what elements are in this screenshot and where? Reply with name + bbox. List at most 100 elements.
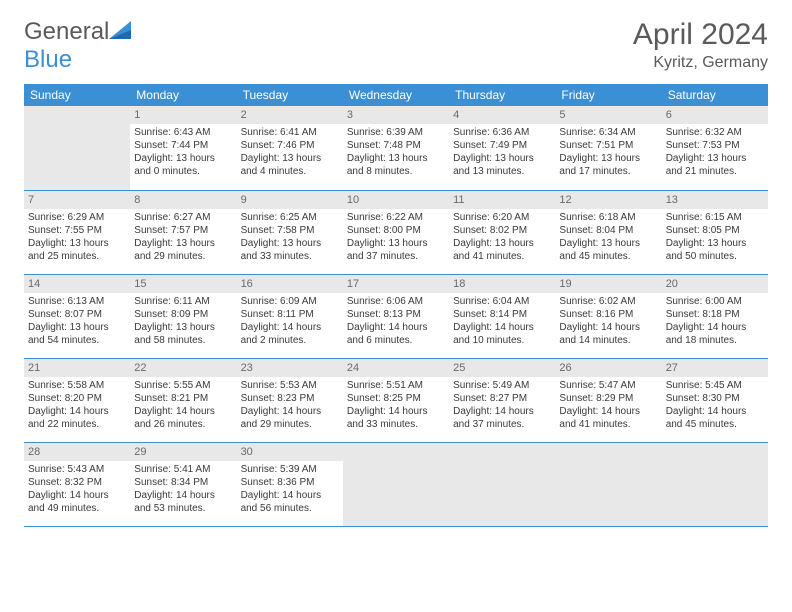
daylight-text: Daylight: 14 hours [666, 321, 764, 334]
sunrise-text: Sunrise: 6:34 AM [559, 126, 657, 139]
sunrise-text: Sunrise: 6:11 AM [134, 295, 232, 308]
daylight-text: and 17 minutes. [559, 165, 657, 178]
calendar-day-cell: 17Sunrise: 6:06 AMSunset: 8:13 PMDayligh… [343, 274, 449, 358]
daylight-text: and 14 minutes. [559, 334, 657, 347]
daylight-text: Daylight: 14 hours [241, 321, 339, 334]
calendar-day-cell: 28Sunrise: 5:43 AMSunset: 8:32 PMDayligh… [24, 442, 130, 526]
sunset-text: Sunset: 8:13 PM [347, 308, 445, 321]
daylight-text: and 10 minutes. [453, 334, 551, 347]
daylight-text: Daylight: 13 hours [453, 152, 551, 165]
sunrise-text: Sunrise: 6:09 AM [241, 295, 339, 308]
sunset-text: Sunset: 8:05 PM [666, 224, 764, 237]
daylight-text: Daylight: 14 hours [347, 405, 445, 418]
calendar-day-cell: 16Sunrise: 6:09 AMSunset: 8:11 PMDayligh… [237, 274, 343, 358]
daylight-text: Daylight: 13 hours [347, 152, 445, 165]
daylight-text: and 25 minutes. [28, 250, 126, 263]
sunset-text: Sunset: 7:58 PM [241, 224, 339, 237]
day-number: 9 [237, 191, 343, 209]
day-number: 11 [449, 191, 555, 209]
calendar-day-cell: 27 Sunrise: 5:45 AMSunset: 8:30 PMDayligh… [662, 358, 768, 442]
sunrise-text: Sunrise: 5:47 AM [559, 379, 657, 392]
daylight-text: Daylight: 13 hours [241, 152, 339, 165]
header: GeneralBlue April 2024 Kyritz, Germany [24, 18, 768, 74]
sunset-text: Sunset: 8:27 PM [453, 392, 551, 405]
daylight-text: Daylight: 14 hours [241, 489, 339, 502]
day-number: 6 [662, 106, 768, 124]
sunrise-text: Sunrise: 6:43 AM [134, 126, 232, 139]
weekday-header: Friday [555, 84, 661, 106]
day-number: 1 [130, 106, 236, 124]
day-number: 19 [555, 275, 661, 293]
daylight-text: and 56 minutes. [241, 502, 339, 515]
sunset-text: Sunset: 8:18 PM [666, 308, 764, 321]
sunset-text: Sunset: 8:16 PM [559, 308, 657, 321]
daylight-text: and 2 minutes. [241, 334, 339, 347]
calendar-day-cell: 1Sunrise: 6:43 AMSunset: 7:44 PMDaylight… [130, 106, 236, 190]
daylight-text: and 49 minutes. [28, 502, 126, 515]
day-number: 2 [237, 106, 343, 124]
day-number: 27 [662, 359, 768, 377]
sunrise-text: Sunrise: 6:04 AM [453, 295, 551, 308]
calendar-week-row: 7Sunrise: 6:29 AMSunset: 7:55 PMDaylight… [24, 190, 768, 274]
daylight-text: Daylight: 14 hours [134, 405, 232, 418]
calendar-week-row: 14Sunrise: 6:13 AMSunset: 8:07 PMDayligh… [24, 274, 768, 358]
sunset-text: Sunset: 8:30 PM [666, 392, 764, 405]
sunset-text: Sunset: 8:02 PM [453, 224, 551, 237]
calendar-day-cell [449, 442, 555, 526]
weekday-header: Sunday [24, 84, 130, 106]
weekday-header: Wednesday [343, 84, 449, 106]
calendar-day-cell: 14Sunrise: 6:13 AMSunset: 8:07 PMDayligh… [24, 274, 130, 358]
weekday-header: Thursday [449, 84, 555, 106]
sunset-text: Sunset: 7:57 PM [134, 224, 232, 237]
day-number: 15 [130, 275, 236, 293]
sunset-text: Sunset: 8:14 PM [453, 308, 551, 321]
daylight-text: Daylight: 14 hours [134, 489, 232, 502]
calendar-day-cell: 12Sunrise: 6:18 AMSunset: 8:04 PMDayligh… [555, 190, 661, 274]
daylight-text: and 29 minutes. [134, 250, 232, 263]
sunset-text: Sunset: 8:29 PM [559, 392, 657, 405]
daylight-text: Daylight: 13 hours [28, 321, 126, 334]
daylight-text: and 0 minutes. [134, 165, 232, 178]
daylight-text: and 41 minutes. [559, 418, 657, 431]
daylight-text: Daylight: 13 hours [559, 237, 657, 250]
day-number: 22 [130, 359, 236, 377]
sunrise-text: Sunrise: 6:22 AM [347, 211, 445, 224]
daylight-text: Daylight: 14 hours [28, 405, 126, 418]
calendar-day-cell: 25Sunrise: 5:49 AMSunset: 8:27 PMDayligh… [449, 358, 555, 442]
daylight-text: Daylight: 14 hours [28, 489, 126, 502]
calendar-day-cell: 3Sunrise: 6:39 AMSunset: 7:48 PMDaylight… [343, 106, 449, 190]
logo-triangle-icon [109, 21, 131, 39]
daylight-text: Daylight: 13 hours [559, 152, 657, 165]
day-number: 24 [343, 359, 449, 377]
calendar-day-cell [24, 106, 130, 190]
daylight-text: and 45 minutes. [559, 250, 657, 263]
daylight-text: and 33 minutes. [347, 418, 445, 431]
daylight-text: and 54 minutes. [28, 334, 126, 347]
daylight-text: Daylight: 13 hours [134, 321, 232, 334]
calendar-week-row: 28Sunrise: 5:43 AMSunset: 8:32 PMDayligh… [24, 442, 768, 526]
calendar-day-cell: 11Sunrise: 6:20 AMSunset: 8:02 PMDayligh… [449, 190, 555, 274]
calendar-day-cell: 18Sunrise: 6:04 AMSunset: 8:14 PMDayligh… [449, 274, 555, 358]
day-number: 30 [237, 443, 343, 461]
sunset-text: Sunset: 7:51 PM [559, 139, 657, 152]
sunrise-text: Sunrise: 5:45 AM [666, 379, 764, 392]
sunrise-text: Sunrise: 6:18 AM [559, 211, 657, 224]
daylight-text: and 13 minutes. [453, 165, 551, 178]
daylight-text: and 41 minutes. [453, 250, 551, 263]
weekday-header: Saturday [662, 84, 768, 106]
sunset-text: Sunset: 8:21 PM [134, 392, 232, 405]
day-number: 3 [343, 106, 449, 124]
day-number: 5 [555, 106, 661, 124]
sunrise-text: Sunrise: 6:06 AM [347, 295, 445, 308]
sunset-text: Sunset: 8:23 PM [241, 392, 339, 405]
month-title: April 2024 [633, 18, 768, 52]
calendar-day-cell: 4Sunrise: 6:36 AMSunset: 7:49 PMDaylight… [449, 106, 555, 190]
daylight-text: and 37 minutes. [347, 250, 445, 263]
daylight-text: Daylight: 14 hours [666, 405, 764, 418]
day-number: 13 [662, 191, 768, 209]
day-number: 8 [130, 191, 236, 209]
day-number: 14 [24, 275, 130, 293]
calendar-day-cell: 20Sunrise: 6:00 AMSunset: 8:18 PMDayligh… [662, 274, 768, 358]
calendar-week-row: 21Sunrise: 5:58 AMSunset: 8:20 PMDayligh… [24, 358, 768, 442]
calendar-day-cell: 10Sunrise: 6:22 AMSunset: 8:00 PMDayligh… [343, 190, 449, 274]
